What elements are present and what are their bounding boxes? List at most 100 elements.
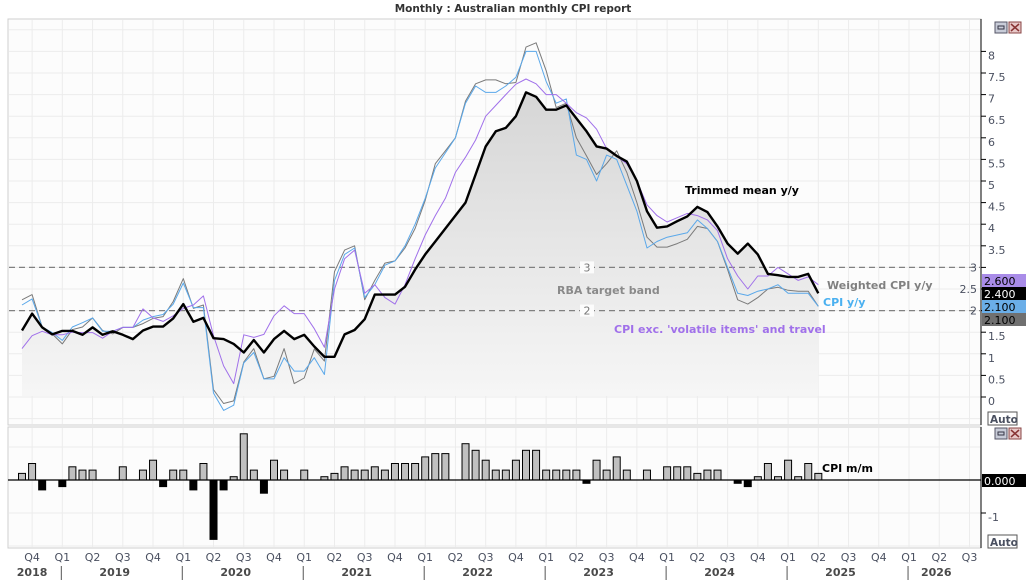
main-restore-button[interactable] (994, 21, 1008, 34)
cpi-mm-bar (683, 466, 692, 481)
main-auto-button[interactable]: Auto (987, 411, 1018, 426)
cpi-mm-bar (401, 463, 410, 481)
cpi-mm-bar (592, 459, 601, 481)
x-quarter-label: Q3 (115, 551, 131, 564)
x-quarter-label: Q4 (508, 551, 524, 564)
x-quarter-label: Q1 (54, 551, 70, 564)
cpi-mm-bars (18, 433, 823, 540)
cpi-mm-bar (441, 453, 450, 481)
x-year-label: 2025 (825, 566, 856, 579)
x-quarter-label: Q3 (599, 551, 615, 564)
x-quarter-label: Q1 (901, 551, 917, 564)
cpi-mm-bar (390, 463, 399, 481)
weighted-cpi-label: Weighted CPI y/y (827, 279, 933, 292)
cpi-mm-bar (280, 469, 289, 481)
cpi-mm-bar (491, 469, 500, 481)
cpi-mm-label: CPI m/m (822, 462, 873, 475)
cpi-mm-bar (673, 466, 682, 481)
cpi-mm-bar (562, 469, 571, 481)
cpi-mm-bar (239, 433, 248, 481)
x-quarter-label: Q4 (629, 551, 645, 564)
lower-restore-button[interactable] (994, 427, 1008, 440)
lower-auto-button[interactable]: Auto (987, 534, 1018, 549)
x-quarter-label: Q2 (690, 551, 706, 564)
cpi-mm-bar (199, 463, 208, 481)
y-tick-label: 8 (988, 49, 995, 62)
x-quarter-label: Q1 (659, 551, 675, 564)
cpi-mm-bar (612, 456, 621, 481)
cpi-mm-bar (340, 466, 349, 481)
series-line-cpi (21, 50, 819, 411)
cpi-mm-bar (622, 469, 631, 481)
close-icon (1010, 429, 1020, 438)
cpi-mm-bar (300, 469, 309, 481)
cpi-mm-bar (703, 469, 712, 481)
y-tick-label: 5 (988, 179, 995, 192)
badge-cpi-mm: 0.000 (982, 474, 1026, 488)
x-quarter-label: Q2 (85, 551, 101, 564)
cpi-mm-bar (360, 469, 369, 481)
y-tick-label: -1 (988, 511, 999, 524)
svg-text:Auto: Auto (990, 537, 1018, 549)
x-quarter-label: Q1 (417, 551, 433, 564)
cpi-mm-bar (743, 479, 752, 488)
y-tick-label: 2.5 (960, 283, 978, 296)
cpi-mm-bar (642, 469, 651, 481)
svg-text:2.100: 2.100 (984, 314, 1016, 327)
x-quarter-label: Q3 (357, 551, 373, 564)
trimmed-mean-area (22, 92, 819, 397)
x-quarter-label: Q3 (841, 551, 857, 564)
cpi-mm-bar (602, 469, 611, 481)
x-quarter-label: Q3 (962, 551, 978, 564)
x-quarter-label: Q1 (296, 551, 312, 564)
badge-cpi-exc-volatile: 2.600 (982, 274, 1026, 288)
lower-grid (9, 428, 980, 547)
x-quarter-label: Q3 (478, 551, 494, 564)
cpi-mm-bar (511, 459, 520, 481)
cpi-mm-bar (572, 469, 581, 481)
restore-icon (997, 431, 1005, 436)
cpi-mm-bar (763, 463, 772, 481)
badge-weighted-cpi: 2.100 (982, 313, 1026, 327)
cpi-mm-bar (270, 459, 278, 481)
cpi-mm-bar (663, 466, 672, 481)
y-tick-label: 1.5 (988, 330, 1006, 343)
badge-cpi: 2.100 (982, 300, 1026, 314)
main-close-button[interactable] (1008, 21, 1022, 34)
x-quarter-label: Q2 (206, 551, 222, 564)
x-quarter-label: Q2 (810, 551, 826, 564)
x-quarter-label: Q2 (569, 551, 585, 564)
cpi-mm-bar (138, 469, 147, 481)
y-tick-label: 4 (988, 222, 995, 235)
x-quarter-label: Q2 (931, 551, 947, 564)
cpi-exc-volatile-label: CPI exc. 'volatile items' and travel (614, 323, 826, 336)
cpi-mm-bar (118, 466, 127, 481)
y-tick-label: 2 (970, 305, 977, 318)
x-quarter-label: Q1 (780, 551, 796, 564)
cpi-mm-bar (28, 463, 37, 481)
cpi-mm-bar (209, 479, 218, 540)
x-axis: Q4 Q1 Q2 Q3 Q4 Q1 Q2 Q3 Q4 Q1 Q2 Q3 Q4 Q1 Q2 Q3 Q4 Q1 Q2 Q3… (17, 551, 978, 580)
rba-band-value-label: 3 (584, 261, 591, 274)
band-label-bg (580, 304, 594, 317)
x-quarter-label: Q2 (448, 551, 464, 564)
x-quarter-label: Q4 (871, 551, 887, 564)
x-year-label: 2022 (462, 566, 493, 579)
cpi-mm-bar (330, 472, 339, 481)
cpi-mm-bar (461, 443, 470, 481)
cpi-mm-bar (78, 469, 87, 481)
cpi-mm-bar (219, 479, 228, 491)
lower-close-button[interactable] (1008, 427, 1022, 440)
chart-title: Monthly : Australian monthly CPI report (395, 3, 632, 15)
x-quarter-label: Q4 (750, 551, 766, 564)
cpi-mm-bar (431, 453, 440, 481)
band-label-bg (580, 261, 594, 274)
cpi-mm-bar (471, 449, 480, 481)
lower-y-ticks: -1 (981, 511, 999, 524)
x-quarter-label: Q4 (387, 551, 403, 564)
y-tick-label: 4.5 (988, 201, 1006, 214)
cpi-mm-bar (552, 469, 561, 481)
x-quarter-label: Q2 (327, 551, 343, 564)
cpi-mm-bar (88, 469, 97, 481)
y-tick-label: 7.5 (988, 71, 1006, 84)
